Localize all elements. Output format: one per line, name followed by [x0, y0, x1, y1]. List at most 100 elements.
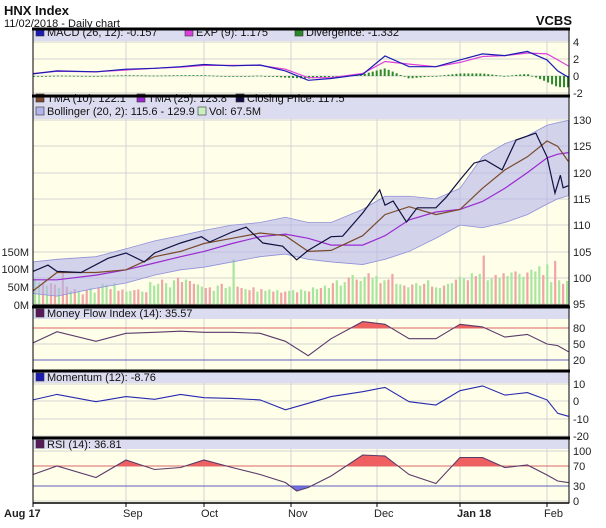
- volume-bar: [530, 269, 533, 305]
- volume-bar: [526, 272, 529, 305]
- divergence-bar: [543, 76, 546, 81]
- x-tick-label: Jan 18: [457, 508, 491, 520]
- divergence-bar: [559, 76, 562, 88]
- mfi-line: [32, 321, 569, 357]
- volume-bar: [268, 289, 271, 305]
- volume-bar: [323, 285, 327, 305]
- volume-bar: [284, 291, 287, 305]
- divergence-bar: [232, 76, 235, 77]
- chart-subtitle: 11/02/2018 - Daily chart: [4, 18, 120, 30]
- volume-bar: [494, 274, 497, 305]
- y-tick-label: 70: [573, 461, 585, 473]
- brand-label: VCBS: [536, 13, 572, 28]
- divergence-bar: [383, 68, 386, 76]
- divergence-bar: [403, 76, 406, 77]
- legend-swatch: [136, 93, 146, 103]
- divergence-bar: [52, 75, 55, 77]
- divergence-bar: [264, 75, 267, 77]
- divergence-bar: [455, 73, 458, 76]
- volume-bar: [208, 287, 211, 305]
- volume-bar: [292, 290, 295, 305]
- y-tick-label: 30: [573, 481, 585, 493]
- volume-bar: [546, 264, 549, 305]
- divergence-bar: [419, 76, 422, 78]
- divergence-bar: [248, 75, 251, 77]
- divergence-bar: [72, 75, 75, 77]
- divergence-bar: [256, 75, 259, 77]
- volume-bar: [363, 276, 366, 305]
- volume-bar: [347, 277, 350, 305]
- volume-bar: [133, 290, 136, 305]
- x-tick-label: Feb: [544, 508, 563, 520]
- volume-bar: [141, 291, 144, 305]
- divergence-bar: [128, 75, 131, 77]
- divergence-bar: [527, 74, 530, 76]
- volume-bar: [85, 290, 88, 305]
- x-tick-label: Oct: [201, 508, 218, 520]
- legend-label: Money Flow Index (14): 35.57: [47, 308, 193, 320]
- volume-bar: [335, 280, 338, 305]
- legend-band: [33, 371, 569, 383]
- momentum-line: [32, 385, 569, 417]
- divergence-bar: [483, 73, 486, 76]
- divergence-bar: [280, 76, 283, 78]
- divergence-bar: [399, 74, 402, 76]
- closing-price-line: [32, 132, 569, 274]
- volume-bar: [319, 288, 323, 305]
- divergence-bar: [467, 73, 470, 76]
- y-tick-label: 120: [573, 168, 591, 180]
- divergence-bar: [172, 75, 175, 77]
- y-tick-label: 105: [573, 247, 591, 259]
- volume-bar: [153, 285, 156, 305]
- volume-bar: [371, 278, 374, 305]
- divergence-bar: [228, 76, 231, 77]
- divergence-bar: [315, 76, 318, 78]
- divergence-bar: [92, 75, 95, 77]
- y-tick-label: 115: [573, 194, 591, 206]
- divergence-bar: [244, 76, 247, 77]
- divergence-bar: [284, 76, 287, 78]
- y-tick-label: 10: [573, 379, 585, 391]
- volume-bar: [129, 290, 132, 305]
- divergence-bar: [479, 73, 482, 76]
- legend-swatch: [197, 106, 207, 116]
- volume-bar: [450, 283, 454, 305]
- divergence-bar: [260, 75, 263, 77]
- volume-bar: [339, 285, 342, 305]
- volume-tick-label: 150M: [1, 247, 29, 259]
- y-tick-label: 110: [573, 220, 591, 232]
- volume-bar: [303, 290, 307, 305]
- volume-bar: [538, 266, 541, 305]
- volume-bar: [252, 287, 255, 305]
- volume-bar: [466, 280, 469, 305]
- volume-bar: [157, 283, 160, 305]
- divergence-bar: [387, 69, 390, 76]
- volume-bar: [367, 273, 370, 305]
- volume-bar: [165, 283, 168, 305]
- volume-bar: [510, 272, 513, 305]
- volume-bar: [276, 290, 279, 305]
- divergence-bar: [156, 75, 159, 77]
- volume-bar: [498, 277, 501, 305]
- divergence-bar: [495, 75, 498, 76]
- y-tick-label: 80: [573, 323, 585, 335]
- divergence-bar: [188, 75, 191, 76]
- y-tick-label: 4: [573, 37, 579, 49]
- legend-band: [33, 438, 569, 449]
- volume-bar: [188, 280, 192, 305]
- panel-momentum: 10 0 -10 -20 Momentum (12): -8.76: [32, 369, 589, 443]
- divergence-bar: [140, 75, 143, 77]
- divergence-bar: [216, 75, 219, 77]
- volume-bar: [399, 284, 402, 305]
- x-tick-label: Dec: [374, 508, 394, 520]
- legend-swatch: [235, 93, 245, 103]
- divergence-bar: [451, 74, 454, 76]
- legend-label: Momentum (12): -8.76: [47, 372, 156, 384]
- volume-bar: [458, 276, 462, 305]
- volume-bar: [391, 273, 394, 305]
- divergence-bar: [56, 75, 59, 77]
- y-tick-label: 50: [573, 339, 585, 351]
- divergence-bar: [507, 75, 510, 77]
- divergence-bar: [76, 75, 79, 77]
